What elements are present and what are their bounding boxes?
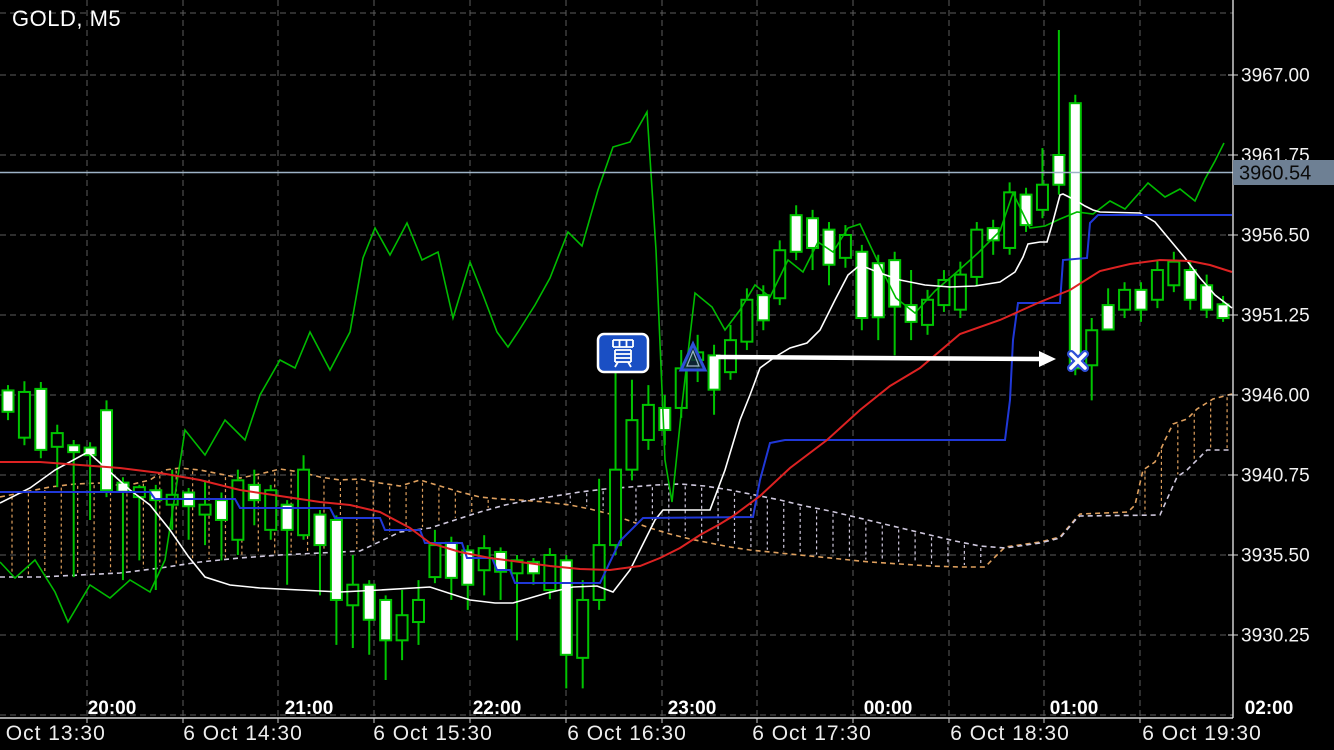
candle-bearish	[34, 387, 48, 451]
current-price-label: 3960.54	[1239, 163, 1311, 185]
candle-bearish	[313, 513, 327, 547]
candle-bullish	[510, 559, 524, 575]
candle-bullish	[477, 547, 491, 572]
candle-bearish	[1134, 288, 1148, 311]
candle-bullish	[17, 390, 31, 439]
trade-arrow-head-icon[interactable]	[1039, 351, 1056, 367]
candle-bearish	[1101, 304, 1115, 331]
candle-bullish	[1035, 183, 1049, 211]
candle-bearish	[214, 499, 228, 521]
time-axis-hour-label: 22:00	[473, 698, 522, 719]
candle-bullish	[576, 598, 590, 659]
time-axis-date-label: 6 Oct 13:30	[0, 722, 106, 745]
buy-badge-glyph	[612, 339, 634, 368]
buy-badge[interactable]	[596, 332, 650, 374]
price-axis-label: 3940.75	[1241, 466, 1310, 487]
time-axis-date-label: 6 Oct 16:30	[567, 722, 687, 745]
candle-bearish	[83, 446, 97, 457]
time-axis-date-label: 6 Oct 17:30	[752, 722, 872, 745]
candle-bullish	[641, 403, 655, 441]
candle-bearish	[904, 304, 918, 323]
price-axis-label: 3935.50	[1241, 546, 1310, 567]
candle-bearish	[986, 227, 1000, 242]
current-price-chip	[1233, 160, 1334, 185]
candle-bearish	[526, 560, 540, 575]
candle-bearish	[1, 389, 15, 413]
candle-bearish	[822, 228, 836, 266]
time-axis-hour-label: 23:00	[668, 698, 717, 719]
candle-bearish	[362, 583, 376, 621]
candle-bullish	[773, 249, 787, 300]
candle-bullish	[346, 583, 360, 607]
candle-bearish	[559, 559, 573, 656]
candle-bullish	[838, 233, 852, 259]
candle-bearish	[379, 598, 393, 642]
candle-bearish	[1216, 303, 1230, 320]
candle-bearish	[67, 444, 81, 454]
candle-bearish	[1052, 153, 1066, 186]
candle-bullish	[50, 432, 64, 448]
time-axis-date-label: 6 Oct 19:30	[1142, 722, 1262, 745]
candle-bullish	[428, 544, 442, 579]
candle-bearish	[789, 214, 803, 253]
candle-bearish	[658, 406, 672, 432]
candle-bullish	[609, 468, 623, 547]
chikou-span-line	[0, 109, 1225, 624]
price-axis-label: 3946.00	[1241, 386, 1310, 407]
buy-arrow-icon[interactable]	[678, 340, 708, 372]
price-axis-label: 3967.00	[1241, 66, 1310, 87]
time-axis-hour-label: 01:00	[1050, 698, 1099, 719]
candle-bullish	[231, 479, 245, 541]
tenkan-sen-line	[0, 258, 1233, 572]
price-axis-label: 3930.25	[1241, 626, 1310, 647]
white-ma-line	[0, 193, 1233, 604]
candle-bullish	[953, 273, 967, 311]
candle-bearish	[494, 550, 508, 573]
time-axis-hour-label: 02:00	[1245, 698, 1294, 719]
candle-bullish	[412, 598, 425, 624]
candle-bearish	[149, 489, 163, 502]
candle-bearish	[280, 503, 294, 531]
candle-bearish	[461, 549, 475, 586]
candle-bullish	[1085, 329, 1099, 367]
candle-bullish	[1150, 269, 1164, 301]
time-axis-hour-label: 20:00	[88, 698, 137, 719]
candle-bullish	[297, 468, 311, 537]
buy-arrow-inner-icon	[686, 349, 700, 367]
candle-bearish	[329, 518, 343, 601]
time-axis-date-label: 6 Oct 15:30	[373, 722, 493, 745]
time-axis-date-label: 6 Oct 18:30	[950, 722, 1070, 745]
candle-bearish	[855, 250, 869, 320]
candle-bullish	[625, 419, 639, 471]
candle-bullish	[264, 489, 278, 531]
candle-bullish	[543, 553, 557, 592]
candle-bearish	[1068, 102, 1082, 370]
trade-arrow-shaft[interactable]	[715, 354, 1041, 362]
candle-bullish	[592, 544, 606, 601]
candle-bullish	[1118, 288, 1132, 311]
chart-symbol-title: GOLD, M5	[12, 6, 122, 31]
price-axis-label: 3951.25	[1241, 306, 1310, 327]
candle-bullish	[937, 278, 951, 307]
time-axis-hour-label: 21:00	[285, 698, 334, 719]
time-axis-hour-label: 00:00	[864, 698, 913, 719]
candle-bullish	[395, 614, 409, 642]
candle-bearish	[100, 409, 114, 492]
candle-bearish	[806, 217, 820, 249]
price-axis-label: 3956.50	[1241, 226, 1310, 247]
candle-bearish	[1183, 269, 1197, 301]
candle-bullish	[198, 503, 212, 516]
senkou-span-b-line	[0, 449, 1232, 578]
close-x-icon[interactable]	[1069, 352, 1087, 370]
time-axis-date-label: 6 Oct 14:30	[183, 722, 303, 745]
candle-bearish	[707, 354, 721, 391]
candle-bullish	[1167, 260, 1181, 287]
candle-bearish	[756, 294, 770, 322]
